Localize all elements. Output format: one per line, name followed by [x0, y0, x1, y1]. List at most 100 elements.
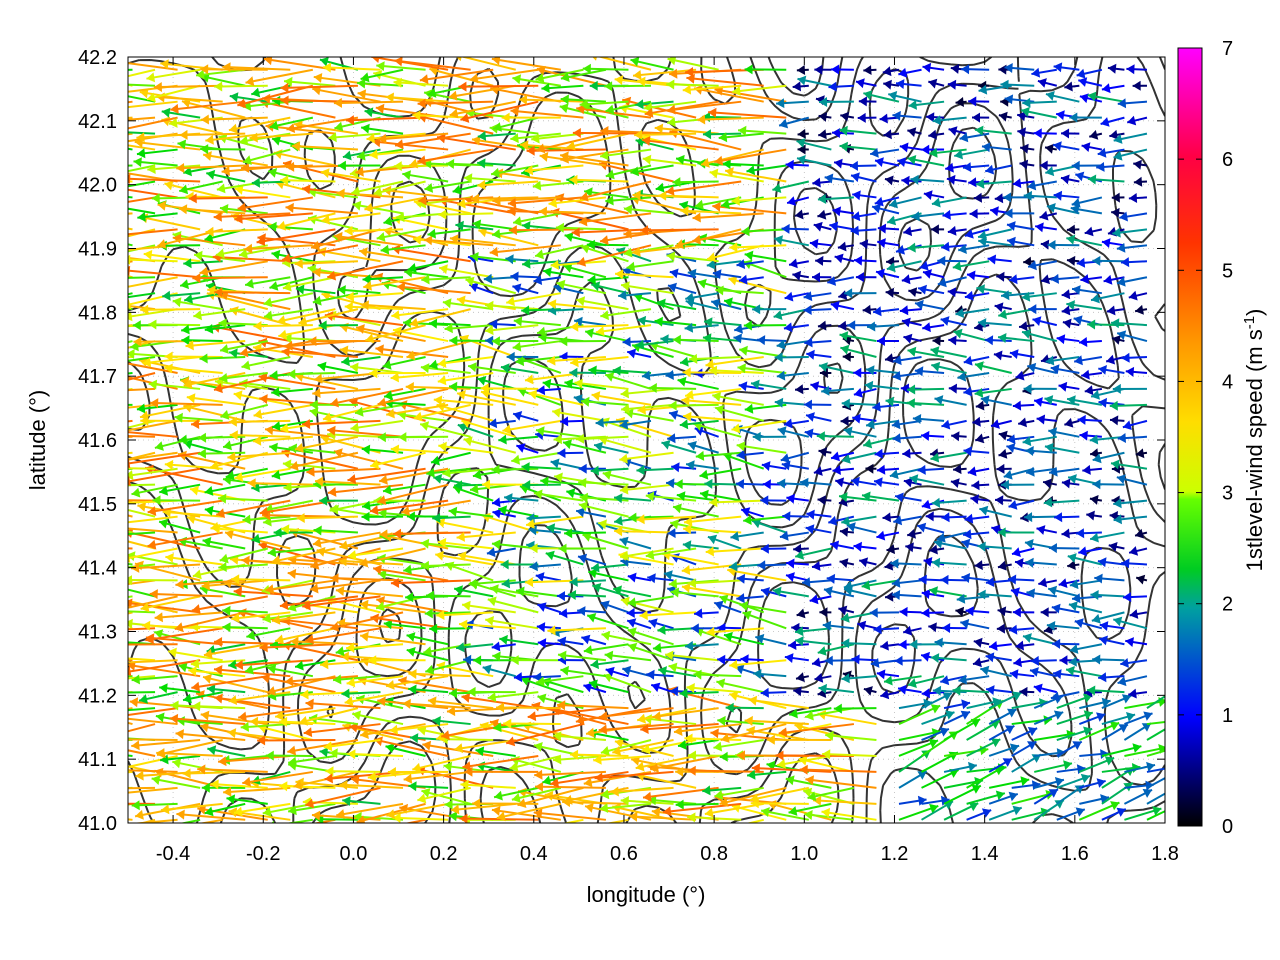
wind-arrow [1092, 654, 1125, 665]
wind-arrow [997, 606, 1012, 617]
colorbar-tick-label: 7 [1222, 38, 1233, 60]
wind-arrow [462, 754, 539, 772]
wind-arrow [891, 590, 922, 600]
wind-arrow [876, 669, 900, 680]
wind-arrow [647, 573, 674, 584]
wind-arrow [389, 723, 449, 735]
wind-arrow [160, 802, 223, 815]
wind-arrow [899, 606, 922, 617]
wind-arrow [128, 707, 156, 712]
wind-arrow [325, 766, 381, 777]
wind-arrow [811, 561, 832, 571]
wind-arrow [581, 634, 607, 646]
wind-arrow [592, 583, 629, 598]
wind-arrow [128, 164, 133, 167]
wind-arrow [663, 570, 697, 582]
wind-arrow [284, 675, 359, 687]
wind-arrow [755, 633, 787, 646]
wind-arrow [298, 707, 359, 726]
wind-arrow [1129, 609, 1148, 619]
wind-arrow [461, 692, 539, 710]
wind-arrow [988, 776, 1030, 789]
wind-arrow [620, 547, 674, 561]
wind-arrow [341, 688, 381, 699]
wind-arrow [714, 600, 742, 614]
wind-arrow [386, 802, 449, 819]
wind-arrow [593, 754, 652, 765]
wind-arrow [491, 806, 561, 821]
y-tick-label: 42.0 [78, 175, 117, 197]
wind-arrow [406, 647, 449, 662]
wind-arrow [267, 664, 314, 678]
wind-arrow [702, 785, 742, 796]
wind-arrow [980, 665, 1012, 678]
wind-arrow [996, 623, 1012, 634]
wind-arrow [128, 595, 178, 609]
wind-arrow [387, 767, 449, 777]
wind-arrow [558, 543, 606, 554]
wind-arrow [352, 710, 404, 726]
wind-arrow [288, 754, 336, 767]
wind-arrow [128, 132, 133, 136]
wind-arrow [1124, 711, 1153, 725]
wind-arrow [238, 707, 313, 722]
wind-arrow [128, 356, 133, 359]
wind-arrow [830, 540, 855, 551]
x-tick-label: 0.6 [610, 843, 638, 865]
wind-arrow [1011, 727, 1038, 741]
wind-arrow [1056, 740, 1083, 757]
wind-arrow [707, 534, 742, 550]
wind-arrow [760, 543, 787, 554]
wind-arrow [961, 573, 990, 583]
wind-arrow [246, 627, 291, 641]
wind-arrow [403, 770, 471, 784]
colorbar-tick-label: 5 [1222, 260, 1233, 282]
wind-arrow [460, 779, 516, 790]
wind-arrow [921, 727, 950, 741]
wind-arrow [1034, 760, 1073, 773]
wind-arrow [404, 818, 426, 823]
wind-arrow [458, 619, 516, 630]
wind-arrow [988, 791, 1019, 805]
wind-arrow [1120, 658, 1148, 668]
wind-arrow [588, 679, 629, 694]
wind-arrow [952, 685, 990, 696]
wind-arrow [629, 811, 697, 822]
wind-arrow [577, 606, 606, 616]
colorbar-tick-label: 1 [1222, 705, 1233, 727]
wind-arrow [760, 587, 787, 598]
wind-arrow [182, 691, 223, 704]
wind-arrow [1124, 806, 1162, 821]
wind-arrow [627, 595, 674, 608]
wind-arrow [140, 595, 201, 613]
wind-arrow [1079, 778, 1106, 789]
wind-arrow [218, 754, 291, 767]
wind-arrow [128, 643, 178, 646]
wind-arrow [222, 622, 268, 633]
wind-arrow [517, 786, 584, 808]
wind-arrow [550, 770, 629, 788]
wind-arrow [907, 675, 945, 688]
wind-arrow [441, 723, 516, 741]
wind-arrow [271, 611, 336, 625]
wind-arrow [527, 707, 607, 722]
wind-arrow [796, 608, 810, 619]
wind-arrow [694, 608, 719, 619]
wind-arrow [851, 654, 877, 665]
wind-arrow [590, 659, 629, 670]
wind-arrow [169, 713, 246, 726]
wind-arrow [1067, 560, 1080, 570]
wind-arrow [648, 618, 674, 630]
wind-arrow [1128, 688, 1148, 699]
wind-arrow [760, 687, 787, 698]
y-tick-label: 41.2 [78, 685, 117, 707]
wind-arrow [687, 578, 742, 589]
wind-arrow [805, 775, 877, 789]
wind-arrow [988, 724, 1015, 741]
wind-arrow [965, 606, 990, 617]
wind-arrow [344, 691, 404, 707]
wind-arrow [482, 664, 517, 678]
wind-arrow [500, 559, 539, 570]
wind-arrow [128, 83, 133, 87]
wind-arrow [420, 538, 471, 550]
